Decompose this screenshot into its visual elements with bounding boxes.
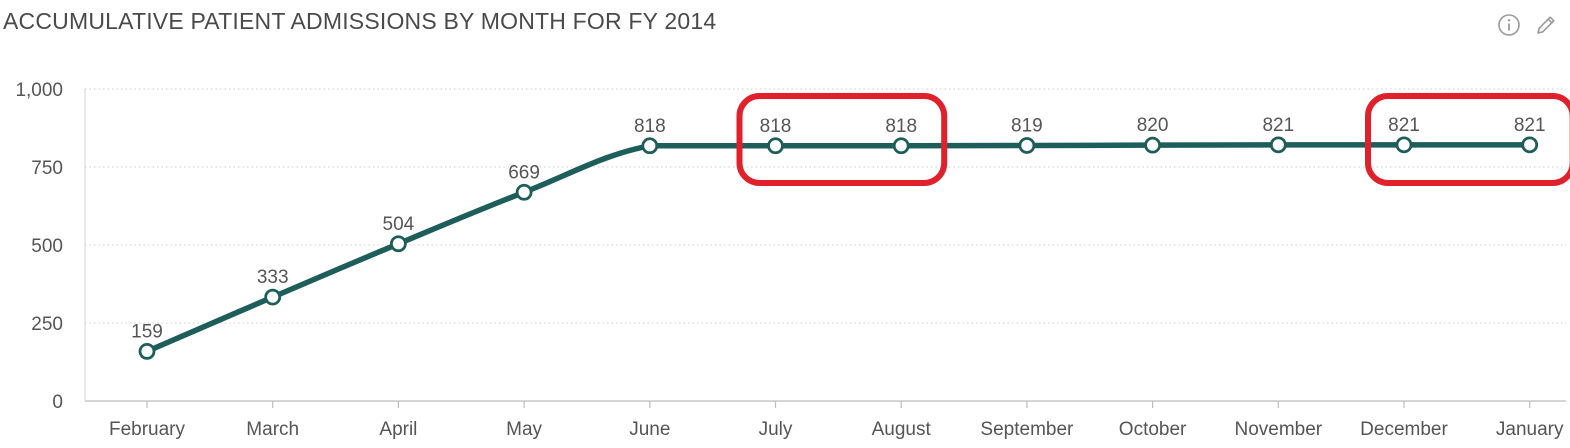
data-label: 818 [885, 116, 917, 137]
data-label: 821 [1514, 115, 1546, 136]
data-point[interactable] [1018, 137, 1036, 154]
y-tick-label: 1,000 [15, 80, 63, 101]
data-point[interactable] [1269, 136, 1287, 154]
data-label: 821 [1388, 115, 1420, 136]
highlight-layer [736, 93, 1570, 186]
y-tick-label: 250 [31, 314, 63, 335]
x-tick-label: August [872, 419, 932, 440]
data-label: 669 [508, 162, 540, 183]
series-layer [138, 136, 1539, 360]
x-tick-label: February [109, 419, 186, 440]
data-point[interactable] [1144, 136, 1161, 154]
data-label: 818 [760, 116, 792, 137]
data-point[interactable] [1395, 136, 1413, 154]
data-label: 333 [257, 267, 289, 288]
grid-layer [85, 88, 1566, 324]
series-line [144, 142, 1533, 355]
y-tick-label: 0 [52, 392, 63, 413]
highlight-box [1365, 93, 1570, 186]
data-point[interactable] [389, 235, 407, 253]
data-point[interactable] [767, 137, 784, 155]
data-point[interactable] [641, 137, 659, 155]
data-point[interactable] [1521, 136, 1539, 154]
x-tick-label: December [1360, 419, 1448, 440]
axis-layer: 0 250 500 750 1,000 February March April May June… [15, 80, 1566, 440]
x-tick-label: January [1496, 419, 1564, 440]
x-tick-label: April [379, 419, 417, 440]
data-label: 819 [1011, 115, 1043, 136]
x-tick-label: May [506, 419, 542, 440]
y-tick-label: 500 [31, 236, 63, 257]
info-icon[interactable] [1496, 12, 1522, 38]
data-point[interactable] [138, 342, 156, 360]
data-label-layer: 159 333 504 669 818 818 818 819 820 821 821 821 [131, 115, 1545, 343]
data-label: 821 [1262, 115, 1294, 136]
chart-title: ACCUMULATIVE PATIENT ADMISSIONS BY MONTH… [3, 8, 717, 34]
x-tick-label: March [246, 419, 299, 440]
highlight-box [736, 93, 948, 186]
data-point[interactable] [892, 137, 910, 155]
data-label: 820 [1137, 115, 1169, 136]
x-tick-label: September [980, 419, 1074, 440]
y-tick-label: 750 [31, 158, 63, 179]
data-label: 159 [131, 321, 163, 342]
x-tick-label: July [759, 419, 793, 440]
data-label: 818 [634, 116, 666, 137]
data-point[interactable] [515, 183, 533, 201]
x-tick-label: October [1119, 419, 1187, 440]
data-label: 504 [383, 214, 415, 235]
data-point[interactable] [264, 288, 282, 306]
x-tick-label: November [1234, 419, 1322, 440]
pencil-icon[interactable] [1533, 12, 1559, 38]
x-tick-label: June [629, 419, 670, 440]
